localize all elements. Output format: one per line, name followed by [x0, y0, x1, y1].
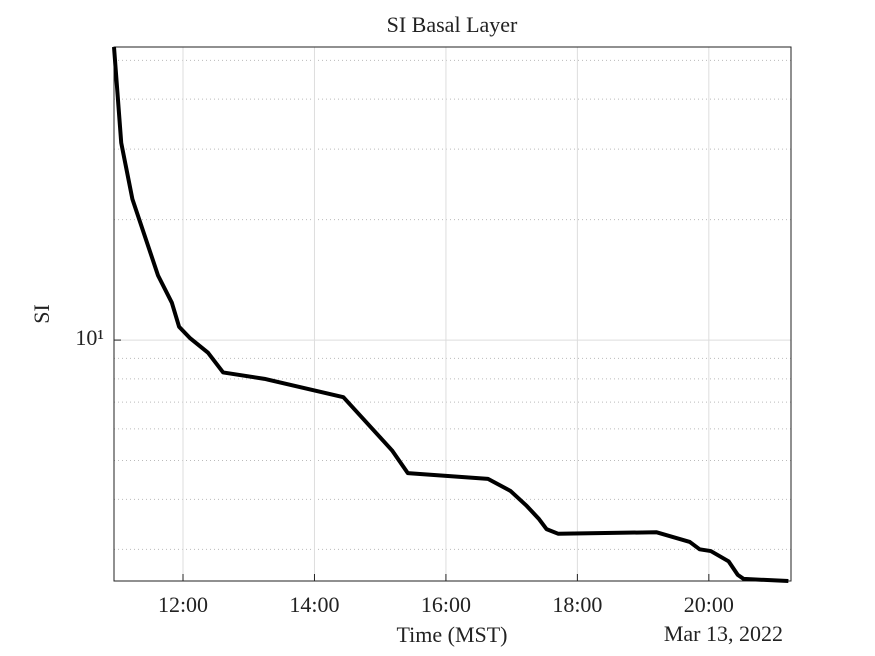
x-tick-label: 16:00: [421, 592, 471, 617]
y-tick-label: 10¹: [75, 325, 104, 350]
x-tick-label: 18:00: [552, 592, 602, 617]
chart-title: SI Basal Layer: [387, 12, 518, 37]
x-tick-label: 12:00: [158, 592, 208, 617]
x-tick-label: 20:00: [684, 592, 734, 617]
date-label: Mar 13, 2022: [664, 621, 783, 646]
data-line: [112, 46, 789, 583]
axes-box: [113, 46, 792, 582]
y-axis-label: SI: [29, 304, 54, 324]
x-tick-label: 14:00: [289, 592, 339, 617]
x-axis-label: Time (MST): [396, 622, 507, 647]
